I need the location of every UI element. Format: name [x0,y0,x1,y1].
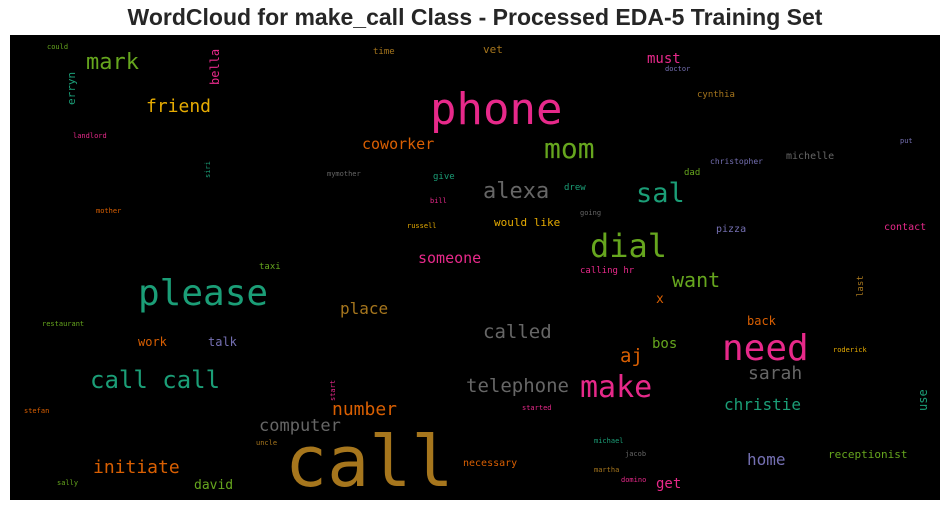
word-place: place [340,299,388,318]
word-jacob: jacob [625,450,646,458]
word-necessary: necessary [463,458,517,469]
word-initiate: initiate [93,457,180,478]
word-started: started [522,404,552,412]
word-put: put [900,137,913,145]
word-time: time [373,47,395,57]
word-bella: bella [208,49,222,85]
word-friend: friend [146,96,211,117]
word-mark: mark [86,50,139,75]
word-sal: sal [636,178,685,209]
wordcloud-background [10,35,940,500]
word-telephone: telephone [466,375,569,397]
word-x: x [656,292,664,307]
word-alexa: alexa [483,179,549,204]
word-call: call [285,421,454,500]
wordcloud: call phone please need dial make mom sal call ca… [10,35,940,500]
word-receptionist: receptionist [828,448,907,461]
word-sarah: sarah [748,363,802,384]
word-number: number [332,399,397,420]
word-doctor: doctor [665,65,690,73]
word-coworker: coworker [362,135,434,153]
word-domino: domino [621,476,646,484]
word-uncle: uncle [256,439,277,447]
word-siri: siri [204,161,212,178]
word-aj: aj [620,345,643,367]
word-want: want [672,268,720,292]
word-call-call: call call [90,366,220,394]
word-david: david [194,478,233,493]
word-bos: bos [652,336,677,352]
word-computer: computer [259,416,341,436]
word-mymother: mymother [327,170,361,178]
word-talk: talk [208,335,238,349]
word-bill: bill [430,197,447,205]
word-roderick: roderick [833,346,868,354]
word-mom: mom [544,132,595,165]
word-give: give [433,172,455,182]
word-back: back [747,314,777,328]
word-use: use [916,389,930,411]
word-drew: drew [564,183,586,193]
word-mother: mother [96,207,121,215]
chart-title: WordCloud for make_call Class - Processe… [127,4,823,30]
word-pizza: pizza [716,224,746,235]
word-christopher: christopher [710,157,763,166]
word-dad: dad [684,168,700,178]
word-contact: contact [884,222,926,233]
word-cynthia: cynthia [697,90,735,100]
word-make: make [580,370,652,405]
word-stefan: stefan [24,407,49,415]
word-must: must [647,51,681,67]
word-vet: vet [483,43,503,56]
word-would-like: would like [494,216,560,229]
word-someone: someone [418,249,481,267]
word-phone: phone [430,84,562,135]
word-michael: michael [594,437,624,445]
word-home: home [747,450,786,469]
word-landlord: landlord [73,132,107,140]
word-taxi: taxi [259,262,281,272]
word-called: called [483,321,552,343]
word-get: get [656,476,681,492]
word-could: could [47,43,68,51]
word-work: work [138,335,168,349]
word-sally: sally [57,479,78,487]
word-start: start [329,380,337,401]
word-group: call phone please need dial make mom sal call ca… [24,43,930,500]
word-last: last [856,275,866,297]
word-martha: martha [594,466,619,474]
word-going: going [580,209,601,217]
word-christie: christie [724,395,801,414]
word-please: please [138,273,268,314]
word-russell: russell [407,222,437,230]
word-dial: dial [590,227,667,265]
word-erryn: erryn [65,72,78,105]
word-restaurant: restaurant [42,320,84,328]
word-calling-hr: calling hr [580,266,635,276]
word-need: need [722,328,809,369]
word-michelle: michelle [786,151,834,162]
